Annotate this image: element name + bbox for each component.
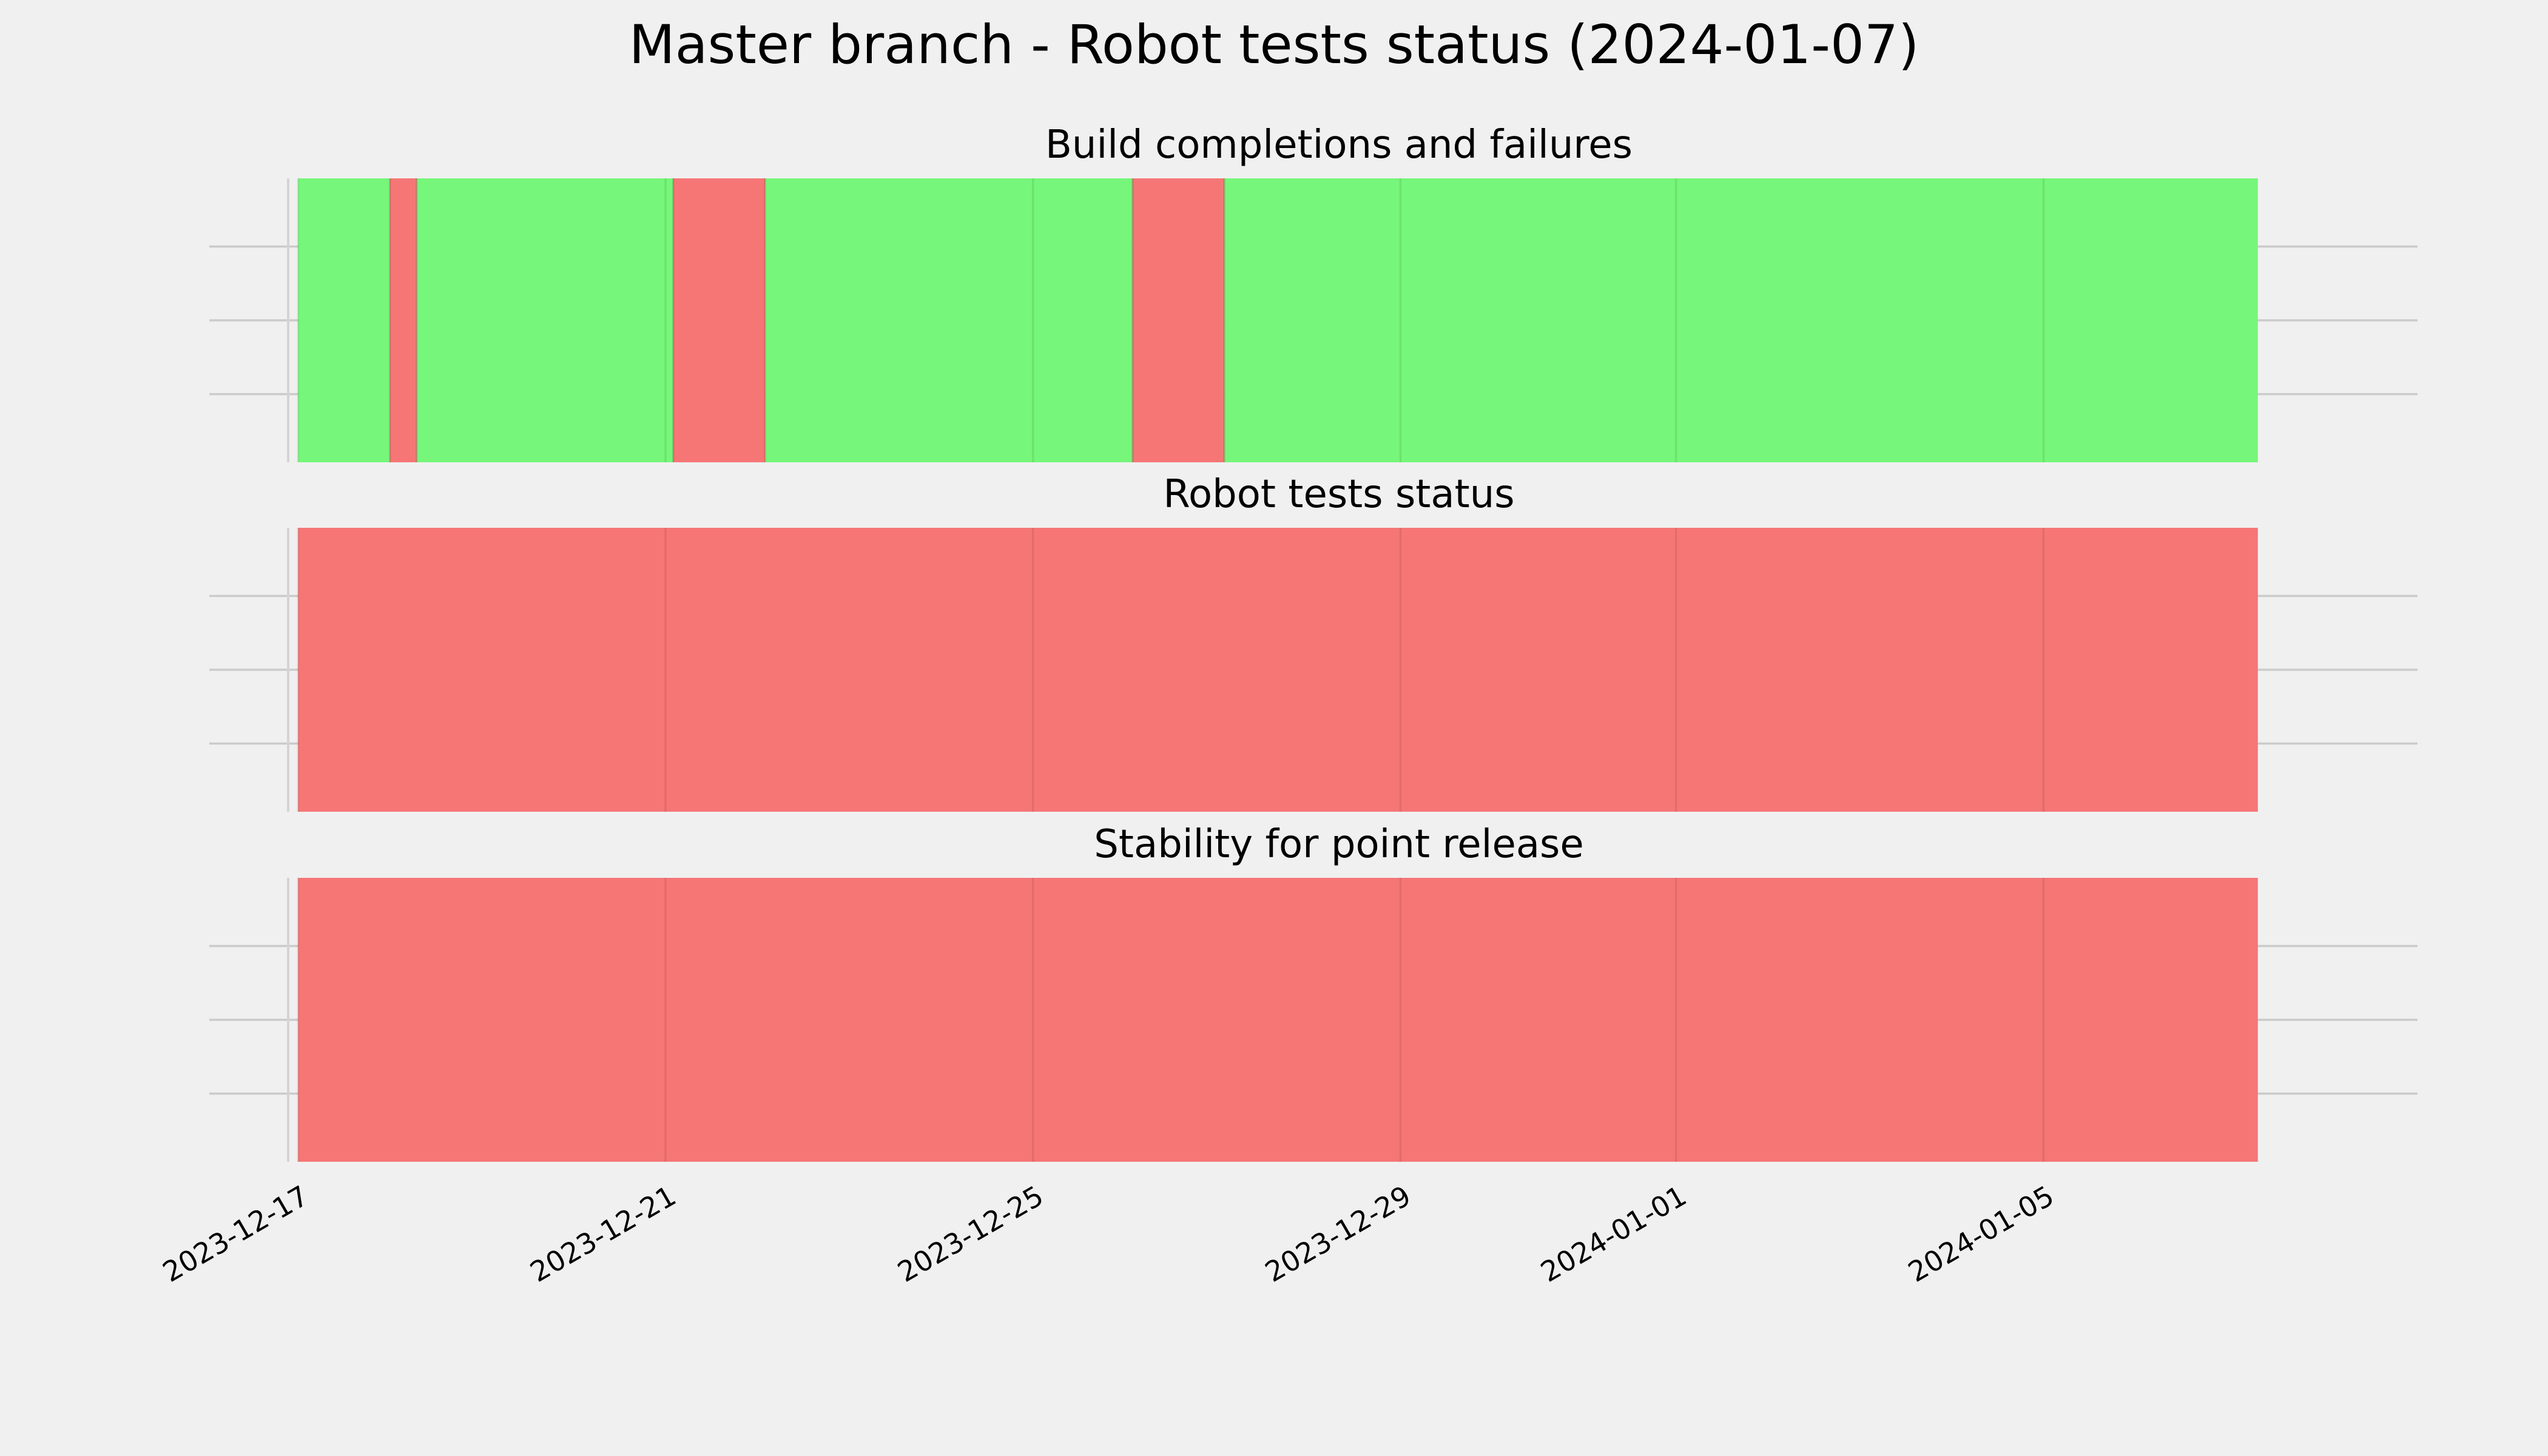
status-segment-pass: [416, 178, 673, 462]
status-segment-fail: [298, 878, 2258, 1162]
status-segment-fail: [298, 528, 2258, 812]
status-segment-fail: [389, 178, 417, 462]
status-segment-fail: [1132, 178, 1225, 462]
panel-1: Build completions and failures: [209, 123, 2418, 462]
status-segment-fail: [673, 178, 766, 462]
panel-title: Robot tests status: [1163, 472, 1514, 517]
panel-3: Stability for point release: [209, 822, 2418, 1162]
panel-title: Build completions and failures: [1045, 123, 1633, 167]
status-segment-pass: [765, 178, 1133, 462]
panel-2: Robot tests status: [209, 472, 2418, 812]
panel-title: Stability for point release: [1094, 822, 1584, 867]
chart-title: Master branch - Robot tests status (2024…: [629, 13, 1919, 76]
panels: Build completions and failures Robot test…: [209, 123, 2418, 1162]
status-segment-pass: [298, 178, 390, 462]
status-segment-pass: [1224, 178, 2258, 462]
